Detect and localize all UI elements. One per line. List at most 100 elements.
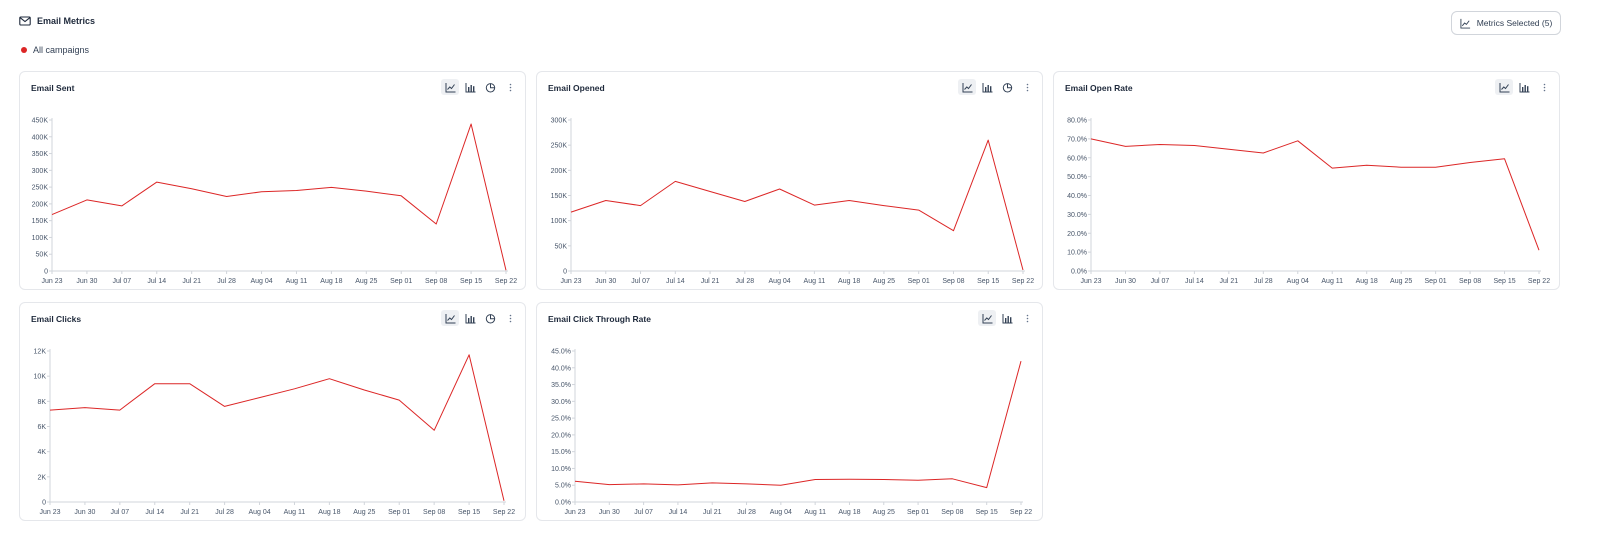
x-tick-label: Aug 25 <box>1390 278 1412 285</box>
x-tick-label: Aug 25 <box>873 278 895 285</box>
x-tick-label: Jun 23 <box>1080 278 1101 285</box>
y-tick-label: 50K <box>36 252 49 259</box>
line-chart-toggle[interactable] <box>958 79 976 95</box>
y-tick-label: 40.0% <box>551 365 571 372</box>
x-tick-label: Jul 28 <box>736 278 755 285</box>
x-tick-label: Aug 25 <box>355 278 377 285</box>
x-tick-label: Jul 28 <box>217 278 236 285</box>
x-tick-label: Sep 01 <box>907 509 929 516</box>
line-chart-icon <box>1460 18 1471 29</box>
x-tick-label: Jun 23 <box>39 509 60 516</box>
x-tick-label: Sep 22 <box>493 509 515 516</box>
x-tick-label: Jun 30 <box>595 278 616 285</box>
x-tick-label: Jul 21 <box>182 278 201 285</box>
bar-chart-toggle[interactable] <box>1515 79 1533 95</box>
x-tick-label: Sep 01 <box>908 278 930 285</box>
more-icon <box>509 314 511 322</box>
y-tick-label: 30.0% <box>1067 212 1087 219</box>
x-tick-label: Aug 04 <box>250 278 272 285</box>
x-tick-label: Aug 18 <box>838 278 860 285</box>
chart-title: Email Open Rate <box>1065 83 1133 93</box>
chart-plot: 0.0% 5.0% 10.0% 15.0% 20.0% 25.0% 30.0% 35.0% 40… <box>551 349 1032 517</box>
y-tick-label: 20.0% <box>1067 231 1087 238</box>
y-tick-label: 5.0% <box>555 483 571 490</box>
pie-chart-icon <box>485 82 495 92</box>
chart-title: Email Clicks <box>31 314 82 324</box>
line-chart-toggle[interactable] <box>1495 79 1513 95</box>
x-tick-label: Sep 08 <box>941 509 963 516</box>
bar-chart-toggle[interactable] <box>998 310 1016 326</box>
y-tick-label: 12K <box>34 349 47 356</box>
x-tick-label: Aug 04 <box>248 509 270 516</box>
pie-chart-toggle[interactable] <box>998 79 1016 95</box>
pie-chart-icon <box>485 313 495 323</box>
line-chart-toggle[interactable] <box>441 310 459 326</box>
line-chart-toggle[interactable] <box>441 79 459 95</box>
x-tick-label: Aug 18 <box>838 509 860 516</box>
pie-chart-icon <box>1002 82 1012 92</box>
bar-chart-icon <box>465 313 475 323</box>
legend-dot <box>21 47 27 53</box>
y-tick-label: 10.0% <box>1067 250 1087 257</box>
more-toggle[interactable] <box>1018 79 1036 95</box>
y-tick-label: 50K <box>555 243 568 250</box>
y-tick-label: 150K <box>551 193 568 200</box>
x-tick-label: Jul 21 <box>180 509 199 516</box>
y-tick-label: 250K <box>32 185 49 192</box>
x-tick-label: Jul 28 <box>737 509 756 516</box>
y-tick-label: 30.0% <box>551 399 571 406</box>
x-tick-label: Aug 04 <box>769 278 791 285</box>
more-toggle[interactable] <box>501 310 519 326</box>
bar-chart-icon <box>982 82 992 92</box>
line-chart-icon <box>982 313 992 323</box>
y-tick-label: 80.0% <box>1067 118 1087 125</box>
y-tick-label: 200K <box>32 201 49 208</box>
bar-chart-toggle[interactable] <box>978 79 996 95</box>
more-toggle[interactable] <box>501 79 519 95</box>
bar-chart-icon <box>1002 313 1012 323</box>
chart-card-email-clicks: Email Clicks 0 2K 4K 6K 8K 10K 12K Jun 23 Jun 30… <box>19 302 526 521</box>
chart-card-email-open-rate: Email Open Rate 0.0% 10.0% 20.0% 30.0% 40.0%… <box>1053 71 1560 290</box>
metrics-selected-button[interactable]: Metrics Selected (5) <box>1451 11 1561 35</box>
chart-card-email-click-through-rate: Email Click Through Rate 0.0% 5.0% 10.0% 15… <box>536 302 1043 521</box>
x-tick-label: Aug 11 <box>804 509 826 516</box>
y-tick-label: 200K <box>551 168 568 175</box>
page-title: Email Metrics <box>37 16 96 26</box>
x-tick-label: Jul 07 <box>111 509 130 516</box>
y-tick-label: 0 <box>42 500 46 507</box>
x-tick-label: Jul 28 <box>1254 278 1273 285</box>
x-tick-label: Sep 22 <box>495 278 517 285</box>
bar-chart-toggle[interactable] <box>461 79 479 95</box>
y-tick-label: 250K <box>551 143 568 150</box>
x-tick-label: Jun 30 <box>1115 278 1136 285</box>
bar-chart-toggle[interactable] <box>461 310 479 326</box>
y-tick-label: 40.0% <box>1067 193 1087 200</box>
x-tick-label: Sep 15 <box>977 278 999 285</box>
y-tick-label: 100K <box>551 218 568 225</box>
section-header: Email Metrics <box>19 15 95 27</box>
y-tick-label: 300K <box>551 118 568 125</box>
more-toggle[interactable] <box>1535 79 1553 95</box>
y-tick-label: 50.0% <box>1067 174 1087 181</box>
more-icon <box>1026 314 1028 322</box>
pie-chart-toggle[interactable] <box>481 310 499 326</box>
chart-title: Email Click Through Rate <box>548 314 651 324</box>
y-tick-label: 2K <box>37 474 46 481</box>
series-line <box>49 354 505 501</box>
y-tick-label: 350K <box>32 151 49 158</box>
pie-chart-toggle[interactable] <box>481 79 499 95</box>
y-tick-label: 0.0% <box>1071 269 1087 276</box>
bar-chart-icon <box>465 82 475 92</box>
metrics-selected-label: Metrics Selected (5) <box>1476 18 1553 28</box>
line-chart-icon <box>962 82 972 92</box>
chart-plot: 0.0% 10.0% 20.0% 30.0% 40.0% 50.0% 60.0% 70.0% 8… <box>1067 118 1550 286</box>
y-tick-label: 10K <box>34 374 47 381</box>
x-tick-label: Jun 30 <box>74 509 95 516</box>
x-tick-label: Aug 11 <box>1321 278 1343 285</box>
line-chart-toggle[interactable] <box>978 310 996 326</box>
x-tick-label: Sep 01 <box>1425 278 1447 285</box>
y-tick-label: 25.0% <box>551 416 571 423</box>
x-tick-label: Jun 23 <box>564 509 585 516</box>
more-toggle[interactable] <box>1018 310 1036 326</box>
series-line <box>570 139 1024 271</box>
